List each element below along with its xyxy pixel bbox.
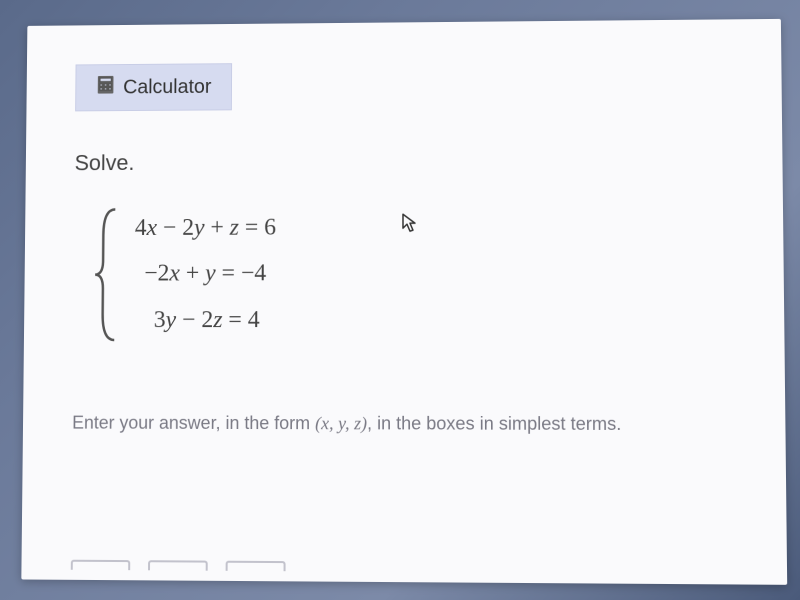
answer-box-x[interactable] bbox=[71, 560, 130, 570]
problem-card: Calculator Solve. 4x − 2y + z = 6 −2x + … bbox=[21, 19, 787, 585]
instruction-tuple: (x, y, z) bbox=[315, 413, 367, 433]
calculator-label: Calculator bbox=[123, 76, 211, 99]
equation-1: 4x − 2y + z = 6 bbox=[135, 215, 276, 242]
equation-2: −2x + y = −4 bbox=[134, 261, 276, 288]
equation-system: 4x − 2y + z = 6 −2x + y = −4 3y − 2z = 4 bbox=[93, 203, 734, 349]
instruction-prefix: Enter your answer, in the form bbox=[72, 413, 315, 434]
left-brace bbox=[93, 205, 124, 349]
calculator-button[interactable]: Calculator bbox=[75, 63, 232, 111]
calculator-icon bbox=[96, 75, 116, 101]
answer-boxes bbox=[71, 560, 286, 571]
answer-box-y[interactable] bbox=[148, 560, 208, 570]
instruction-text: Enter your answer, in the form (x, y, z)… bbox=[72, 409, 734, 440]
cursor-icon bbox=[400, 212, 420, 240]
equation-3: 3y − 2z = 4 bbox=[134, 307, 276, 334]
solve-prompt: Solve. bbox=[75, 147, 732, 176]
instruction-suffix: , in the boxes in simplest terms. bbox=[367, 413, 621, 434]
answer-box-z[interactable] bbox=[226, 561, 286, 571]
equation-list: 4x − 2y + z = 6 −2x + y = −4 3y − 2z = 4 bbox=[134, 205, 276, 344]
